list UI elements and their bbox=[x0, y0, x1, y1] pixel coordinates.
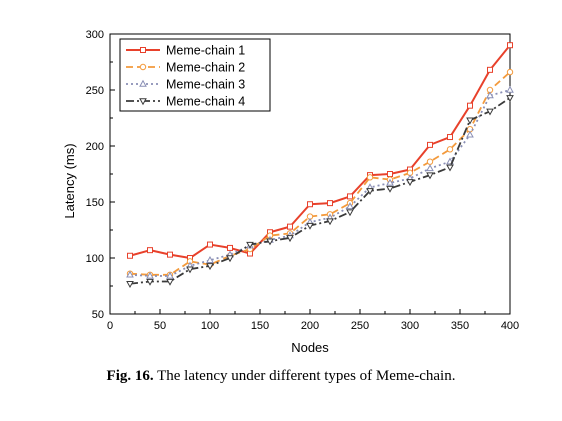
x-tick-label: 50 bbox=[154, 320, 166, 332]
x-tick-label: 250 bbox=[351, 320, 369, 332]
series-line-meme-chain-1 bbox=[129, 44, 511, 259]
series-point-meme-chain-4 bbox=[266, 238, 274, 246]
series-point-meme-chain-1 bbox=[227, 244, 233, 251]
y-tick-label: 250 bbox=[86, 85, 104, 97]
series-point-meme-chain-2 bbox=[506, 68, 514, 76]
x-tick-label: 400 bbox=[501, 320, 519, 332]
series-point-meme-chain-1 bbox=[287, 223, 293, 230]
series-point-meme-chain-4 bbox=[326, 218, 334, 226]
legend-marker-meme-chain-2 bbox=[139, 63, 147, 71]
series-point-meme-chain-4 bbox=[146, 278, 154, 286]
series-point-meme-chain-4 bbox=[246, 241, 254, 249]
x-tick-label: 350 bbox=[451, 320, 469, 332]
x-tick-label: 0 bbox=[107, 320, 113, 332]
series-point-meme-chain-3 bbox=[126, 270, 134, 278]
series-point-meme-chain-1 bbox=[467, 102, 473, 109]
series-point-meme-chain-2 bbox=[426, 158, 434, 165]
y-axis-title: Latency (ms) bbox=[62, 143, 77, 218]
series-point-meme-chain-4 bbox=[466, 117, 474, 125]
series-point-meme-chain-4 bbox=[366, 188, 374, 196]
series-point-meme-chain-3 bbox=[486, 91, 494, 99]
series-point-meme-chain-4 bbox=[426, 172, 434, 180]
series-point-meme-chain-1 bbox=[207, 241, 213, 248]
legend-marker-meme-chain-1 bbox=[140, 47, 146, 53]
series-point-meme-chain-1 bbox=[167, 251, 173, 258]
series-point-meme-chain-4 bbox=[346, 209, 354, 217]
series-point-meme-chain-4 bbox=[306, 222, 314, 230]
legend-marker-meme-chain-3 bbox=[139, 79, 147, 87]
series-point-meme-chain-3 bbox=[346, 202, 354, 210]
y-tick-label: 100 bbox=[86, 253, 104, 265]
series-line-meme-chain-3 bbox=[129, 89, 511, 277]
series-line-meme-chain-2 bbox=[129, 71, 511, 276]
series-point-meme-chain-4 bbox=[186, 266, 194, 274]
x-tick-label: 150 bbox=[251, 320, 269, 332]
legend-label-meme-chain-2: Meme-chain 2 bbox=[166, 61, 245, 75]
legend-marker-meme-chain-4 bbox=[139, 98, 147, 106]
series-point-meme-chain-4 bbox=[126, 281, 134, 288]
series-line-meme-chain-4 bbox=[129, 97, 511, 285]
figure-caption: Fig. 16. The latency under different typ… bbox=[0, 368, 562, 385]
series-point-meme-chain-4 bbox=[486, 108, 494, 116]
latency-line-chart: 0 50 100 150 200 250 300 350 4005010015020025030… bbox=[62, 29, 520, 355]
series-point-meme-chain-1 bbox=[387, 171, 393, 177]
figure-number: Fig. 16. bbox=[106, 368, 154, 384]
x-tick-label: 100 bbox=[201, 320, 219, 332]
x-tick-label: 300 bbox=[401, 320, 419, 332]
series-point-meme-chain-1 bbox=[427, 141, 433, 148]
series-point-meme-chain-4 bbox=[386, 185, 394, 193]
series-point-meme-chain-4 bbox=[446, 164, 454, 172]
series-point-meme-chain-1 bbox=[327, 200, 333, 207]
series-point-meme-chain-4 bbox=[406, 179, 414, 187]
y-tick-label: 50 bbox=[92, 309, 104, 321]
figure-caption-text: The latency under different types of Mem… bbox=[157, 368, 456, 384]
series-point-meme-chain-4 bbox=[206, 263, 214, 271]
series-point-meme-chain-3 bbox=[426, 164, 434, 172]
legend-label-meme-chain-4: Meme-chain 4 bbox=[166, 95, 245, 109]
series-point-meme-chain-4 bbox=[226, 255, 234, 263]
y-tick-label: 200 bbox=[86, 141, 104, 153]
series-point-meme-chain-1 bbox=[507, 42, 513, 49]
series-point-meme-chain-4 bbox=[506, 95, 514, 103]
series-point-meme-chain-2 bbox=[366, 174, 374, 181]
series-point-meme-chain-2 bbox=[446, 146, 454, 153]
y-tick-label: 150 bbox=[86, 197, 104, 209]
series-point-meme-chain-3 bbox=[506, 85, 514, 93]
series-point-meme-chain-3 bbox=[166, 271, 174, 279]
series-point-meme-chain-1 bbox=[447, 134, 453, 141]
series-point-meme-chain-1 bbox=[347, 193, 353, 200]
series-point-meme-chain-1 bbox=[127, 252, 133, 259]
legend-label-meme-chain-1: Meme-chain 1 bbox=[166, 44, 245, 58]
series-point-meme-chain-1 bbox=[307, 201, 313, 208]
series-point-meme-chain-1 bbox=[147, 247, 153, 254]
series-point-meme-chain-3 bbox=[466, 130, 474, 138]
plot-area: 0 50 100 150 200 250 300 350 4005010015020025030… bbox=[86, 29, 520, 332]
x-tick-label: 200 bbox=[301, 320, 319, 332]
series-point-meme-chain-3 bbox=[206, 256, 214, 263]
series-point-meme-chain-3 bbox=[146, 271, 154, 279]
legend-label-meme-chain-3: Meme-chain 3 bbox=[166, 78, 245, 92]
x-axis-title: Nodes bbox=[291, 340, 329, 355]
series-point-meme-chain-4 bbox=[166, 278, 174, 286]
series-point-meme-chain-1 bbox=[487, 66, 493, 73]
y-tick-label: 300 bbox=[86, 29, 104, 41]
series-point-meme-chain-4 bbox=[286, 235, 294, 243]
series-point-meme-chain-3 bbox=[386, 178, 394, 186]
